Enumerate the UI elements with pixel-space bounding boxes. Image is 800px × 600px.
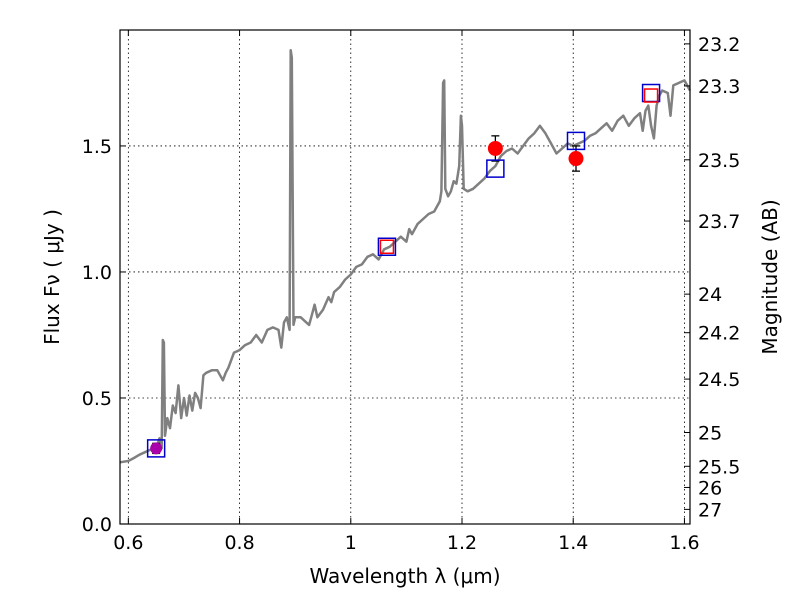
- marker-model-photometry: [377, 237, 397, 257]
- tick-labels: 0.6 0.8 1 1.2 1.4 1.6 0.0 0.5 1.0 1.5 23.2 23.3 23.5…: [82, 34, 741, 554]
- mag-tick-label: 26: [698, 477, 722, 499]
- marker-photometry: [568, 151, 584, 167]
- spectrum-layer: [119, 48, 692, 464]
- y-tick-label: 1.5: [82, 136, 112, 158]
- plot-frame: [119, 29, 691, 525]
- mag-tick-label: 24.2: [698, 323, 740, 345]
- x-tick-label: 1.2: [447, 532, 477, 554]
- marker-detection: [150, 442, 163, 455]
- grid-lines: [120, 30, 690, 525]
- y-tick-label: 0.0: [82, 514, 112, 536]
- mag-tick-label: 23.7: [698, 211, 740, 233]
- mag-tick-label: 25: [698, 423, 722, 445]
- mag-tick-label: 23.3: [698, 76, 740, 98]
- marker-model-photometry: [566, 131, 586, 151]
- marker-model-photometry: [486, 159, 505, 178]
- x-tick-label: 0.8: [224, 532, 254, 554]
- mag-tick-label: 27: [698, 499, 722, 521]
- x-tick-label: 1.6: [669, 532, 699, 554]
- mag-tick-label: 23.2: [698, 34, 740, 56]
- marker-upper-limits: [379, 239, 395, 255]
- x-tick-label: 1: [345, 532, 357, 554]
- axis-ticks: [120, 30, 690, 525]
- y2-axis-label: Magnitude (AB): [758, 199, 782, 354]
- x-axis-label: Wavelength λ (μm): [309, 564, 500, 588]
- mag-tick-label: 25.5: [698, 456, 740, 478]
- mag-tick-label: 23.5: [698, 150, 740, 172]
- y-tick-label: 0.5: [82, 388, 112, 410]
- marker-photometry: [487, 140, 503, 156]
- x-tick-label: 0.6: [113, 532, 143, 554]
- mag-tick-label: 24.5: [698, 369, 740, 391]
- spectrum-line: [119, 48, 692, 464]
- marker-upper-limits: [643, 88, 659, 103]
- data-points: [146, 83, 661, 458]
- marker-model-photometry: [146, 439, 166, 458]
- y-tick-label: 1.0: [82, 262, 112, 284]
- y-axis-label: Flux Fν ( μJy ): [40, 209, 64, 345]
- mag-tick-label: 24: [698, 284, 722, 306]
- x-tick-label: 1.4: [558, 532, 588, 554]
